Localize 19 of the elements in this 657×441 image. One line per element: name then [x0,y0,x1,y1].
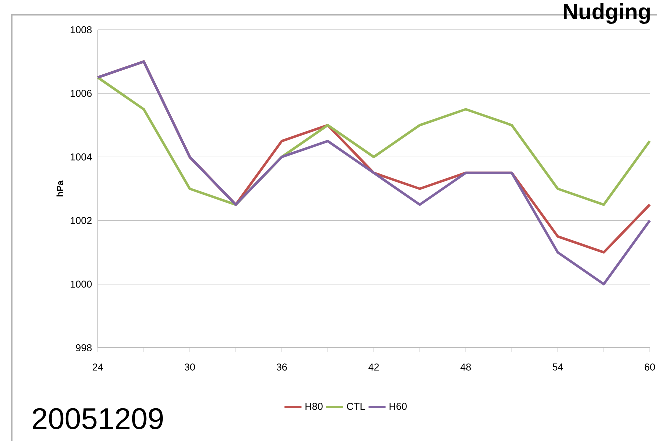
y-tick-label: 1002 [70,217,92,224]
x-tick-label: 24 [92,364,104,371]
y-axis-title: hPa [56,180,64,197]
x-tick-label: 60 [644,364,656,371]
x-tick-label: 30 [184,364,196,371]
x-tick-label: 42 [368,364,380,371]
y-tick-label: 1000 [70,280,92,288]
legend-label: CTL [347,403,366,410]
text: 20051209 [33,408,164,430]
x-tick-label: 48 [460,364,472,371]
legend-label: H60 [390,403,407,410]
y-tick-label: 998 [76,344,92,352]
legend-label: H80 [306,403,323,410]
x-tick-label: 36 [276,364,288,371]
y-tick-label: 1004 [70,154,92,161]
y-tick-label: 1006 [70,90,92,98]
chart-title: Nudging [564,4,650,24]
x-tick-label: 54 [552,364,564,371]
y-tick-label: 1008 [70,26,92,34]
